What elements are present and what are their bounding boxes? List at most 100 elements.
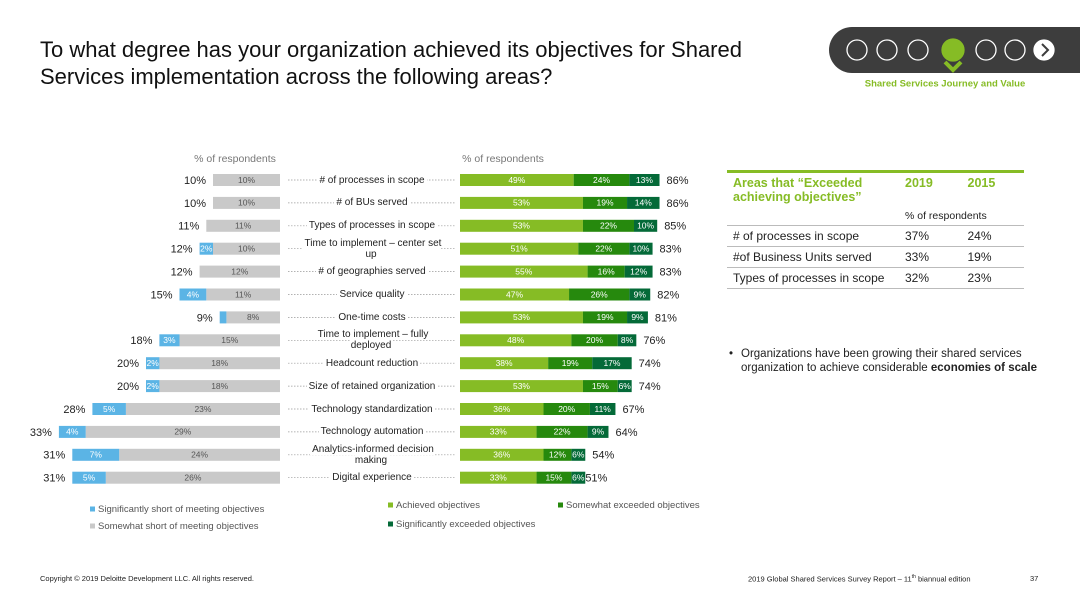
table-cell: 37% [899, 225, 962, 247]
value-label: 22% [600, 221, 617, 231]
summary-table: Areas that “Exceeded achieving objective… [727, 170, 1024, 289]
nav-icons [846, 38, 1055, 73]
bar-segment [589, 403, 616, 415]
total-label: 12% [171, 267, 193, 279]
axis-label: % of respondents [462, 153, 544, 165]
value-label: 14% [635, 198, 652, 208]
report-name: 2019 Global Shared Services Survey Repor… [748, 574, 971, 584]
category-label: Service quality [337, 289, 407, 300]
bar-segment [199, 242, 213, 255]
value-label: 22% [554, 427, 571, 437]
total-label: 9% [197, 312, 213, 324]
value-label: 22% [595, 243, 612, 253]
bullet: Organizations have been growing their sh… [727, 348, 1041, 375]
copyright: Copyright © 2019 Deloitte Development LL… [40, 574, 254, 583]
bar-segment [536, 471, 572, 484]
bar-segment [58, 425, 86, 438]
table-cell: 33% [899, 246, 962, 268]
table-cell: Types of processes in scope [727, 267, 899, 289]
table-cell: 23% [961, 267, 1024, 289]
nav-icon[interactable] [975, 39, 997, 61]
category-wrap: Size of retained organization [300, 380, 444, 392]
value-label: 36% [493, 450, 510, 460]
nav-pointer [943, 60, 963, 73]
nav-next[interactable] [1033, 39, 1055, 61]
bar-segment [629, 174, 660, 186]
category-wrap: # of processes in scope [300, 174, 444, 186]
nav-next-arrow [1041, 43, 1050, 57]
category-label: Time to implement – center set up [302, 237, 442, 260]
category-wrap: # of geographies served [300, 266, 444, 278]
bar-segment [569, 288, 630, 301]
value-label: 51% [511, 243, 528, 253]
table-row: # of processes in scope 37% 24% [727, 225, 1024, 247]
value-label: 6% [572, 472, 585, 482]
bar-segment [543, 403, 590, 415]
value-label: 26% [184, 472, 201, 482]
category-wrap: Types of processes in scope [300, 220, 444, 232]
nav-icon[interactable] [846, 39, 868, 61]
bar-segment [199, 265, 280, 278]
table-row: Types of processes in scope 32% 23% [727, 267, 1024, 289]
total-label: 76% [643, 335, 665, 347]
category-wrap: Analytics-informed decision making [300, 443, 444, 466]
total-label: 74% [639, 358, 661, 370]
value-label: 8% [247, 312, 260, 322]
table-cell: # of processes in scope [727, 225, 899, 247]
value-label: 12% [549, 450, 566, 460]
value-label: 4% [66, 427, 79, 437]
value-label: 53% [513, 221, 530, 231]
legend-swatch [90, 523, 95, 529]
bar-segment [582, 219, 634, 232]
bar-segment [159, 380, 280, 393]
bar-segment [536, 425, 588, 438]
value-label: 7% [90, 450, 103, 460]
total-label: 33% [30, 427, 52, 439]
bar-segment [582, 196, 628, 209]
total-label: 83% [660, 244, 682, 256]
bar-segment [146, 380, 160, 393]
value-label: 23% [194, 404, 211, 414]
bar-segment [587, 425, 609, 438]
total-label: 86% [667, 198, 689, 210]
value-label: 10% [632, 243, 649, 253]
nav-icon[interactable] [876, 39, 898, 61]
bar-segment [213, 196, 280, 209]
bar-segment [460, 357, 549, 370]
bar-segment [213, 174, 280, 186]
category-label: # of geographies served [316, 266, 428, 278]
nav-label: Shared Services Journey and Value [865, 79, 1026, 90]
total-label: 83% [660, 267, 682, 279]
bar-segment [548, 357, 593, 370]
nav-icon-active[interactable] [941, 38, 965, 62]
total-label: 81% [655, 312, 677, 324]
category-label: Technology automation [318, 426, 426, 438]
value-label: 2% [147, 358, 160, 368]
value-label: 15% [592, 381, 609, 391]
bar-segment [629, 288, 651, 301]
report-sup: th [911, 574, 916, 580]
category-wrap: Headcount reduction [300, 357, 444, 369]
bar-segment [105, 471, 280, 484]
bar-segment [543, 448, 572, 461]
value-label: 18% [211, 358, 228, 368]
value-label: 19% [596, 198, 613, 208]
category-wrap: Technology standardization [300, 403, 444, 415]
nav-icon[interactable] [1004, 39, 1026, 61]
report-text: biannual edition [915, 574, 971, 584]
value-label: 2% [200, 243, 213, 253]
total-label: 11% [178, 221, 199, 233]
bar-segment [460, 265, 588, 278]
total-label: 18% [130, 335, 152, 347]
value-label: 33% [490, 472, 507, 482]
bar-segment [206, 219, 280, 232]
bar-segment [159, 334, 180, 347]
value-label: 3% [163, 335, 176, 345]
nav-icon[interactable] [907, 39, 929, 61]
table-cell: 24% [961, 225, 1024, 247]
value-label: 8% [621, 335, 634, 345]
value-label: 24% [191, 450, 208, 460]
value-label: 29% [174, 427, 191, 437]
